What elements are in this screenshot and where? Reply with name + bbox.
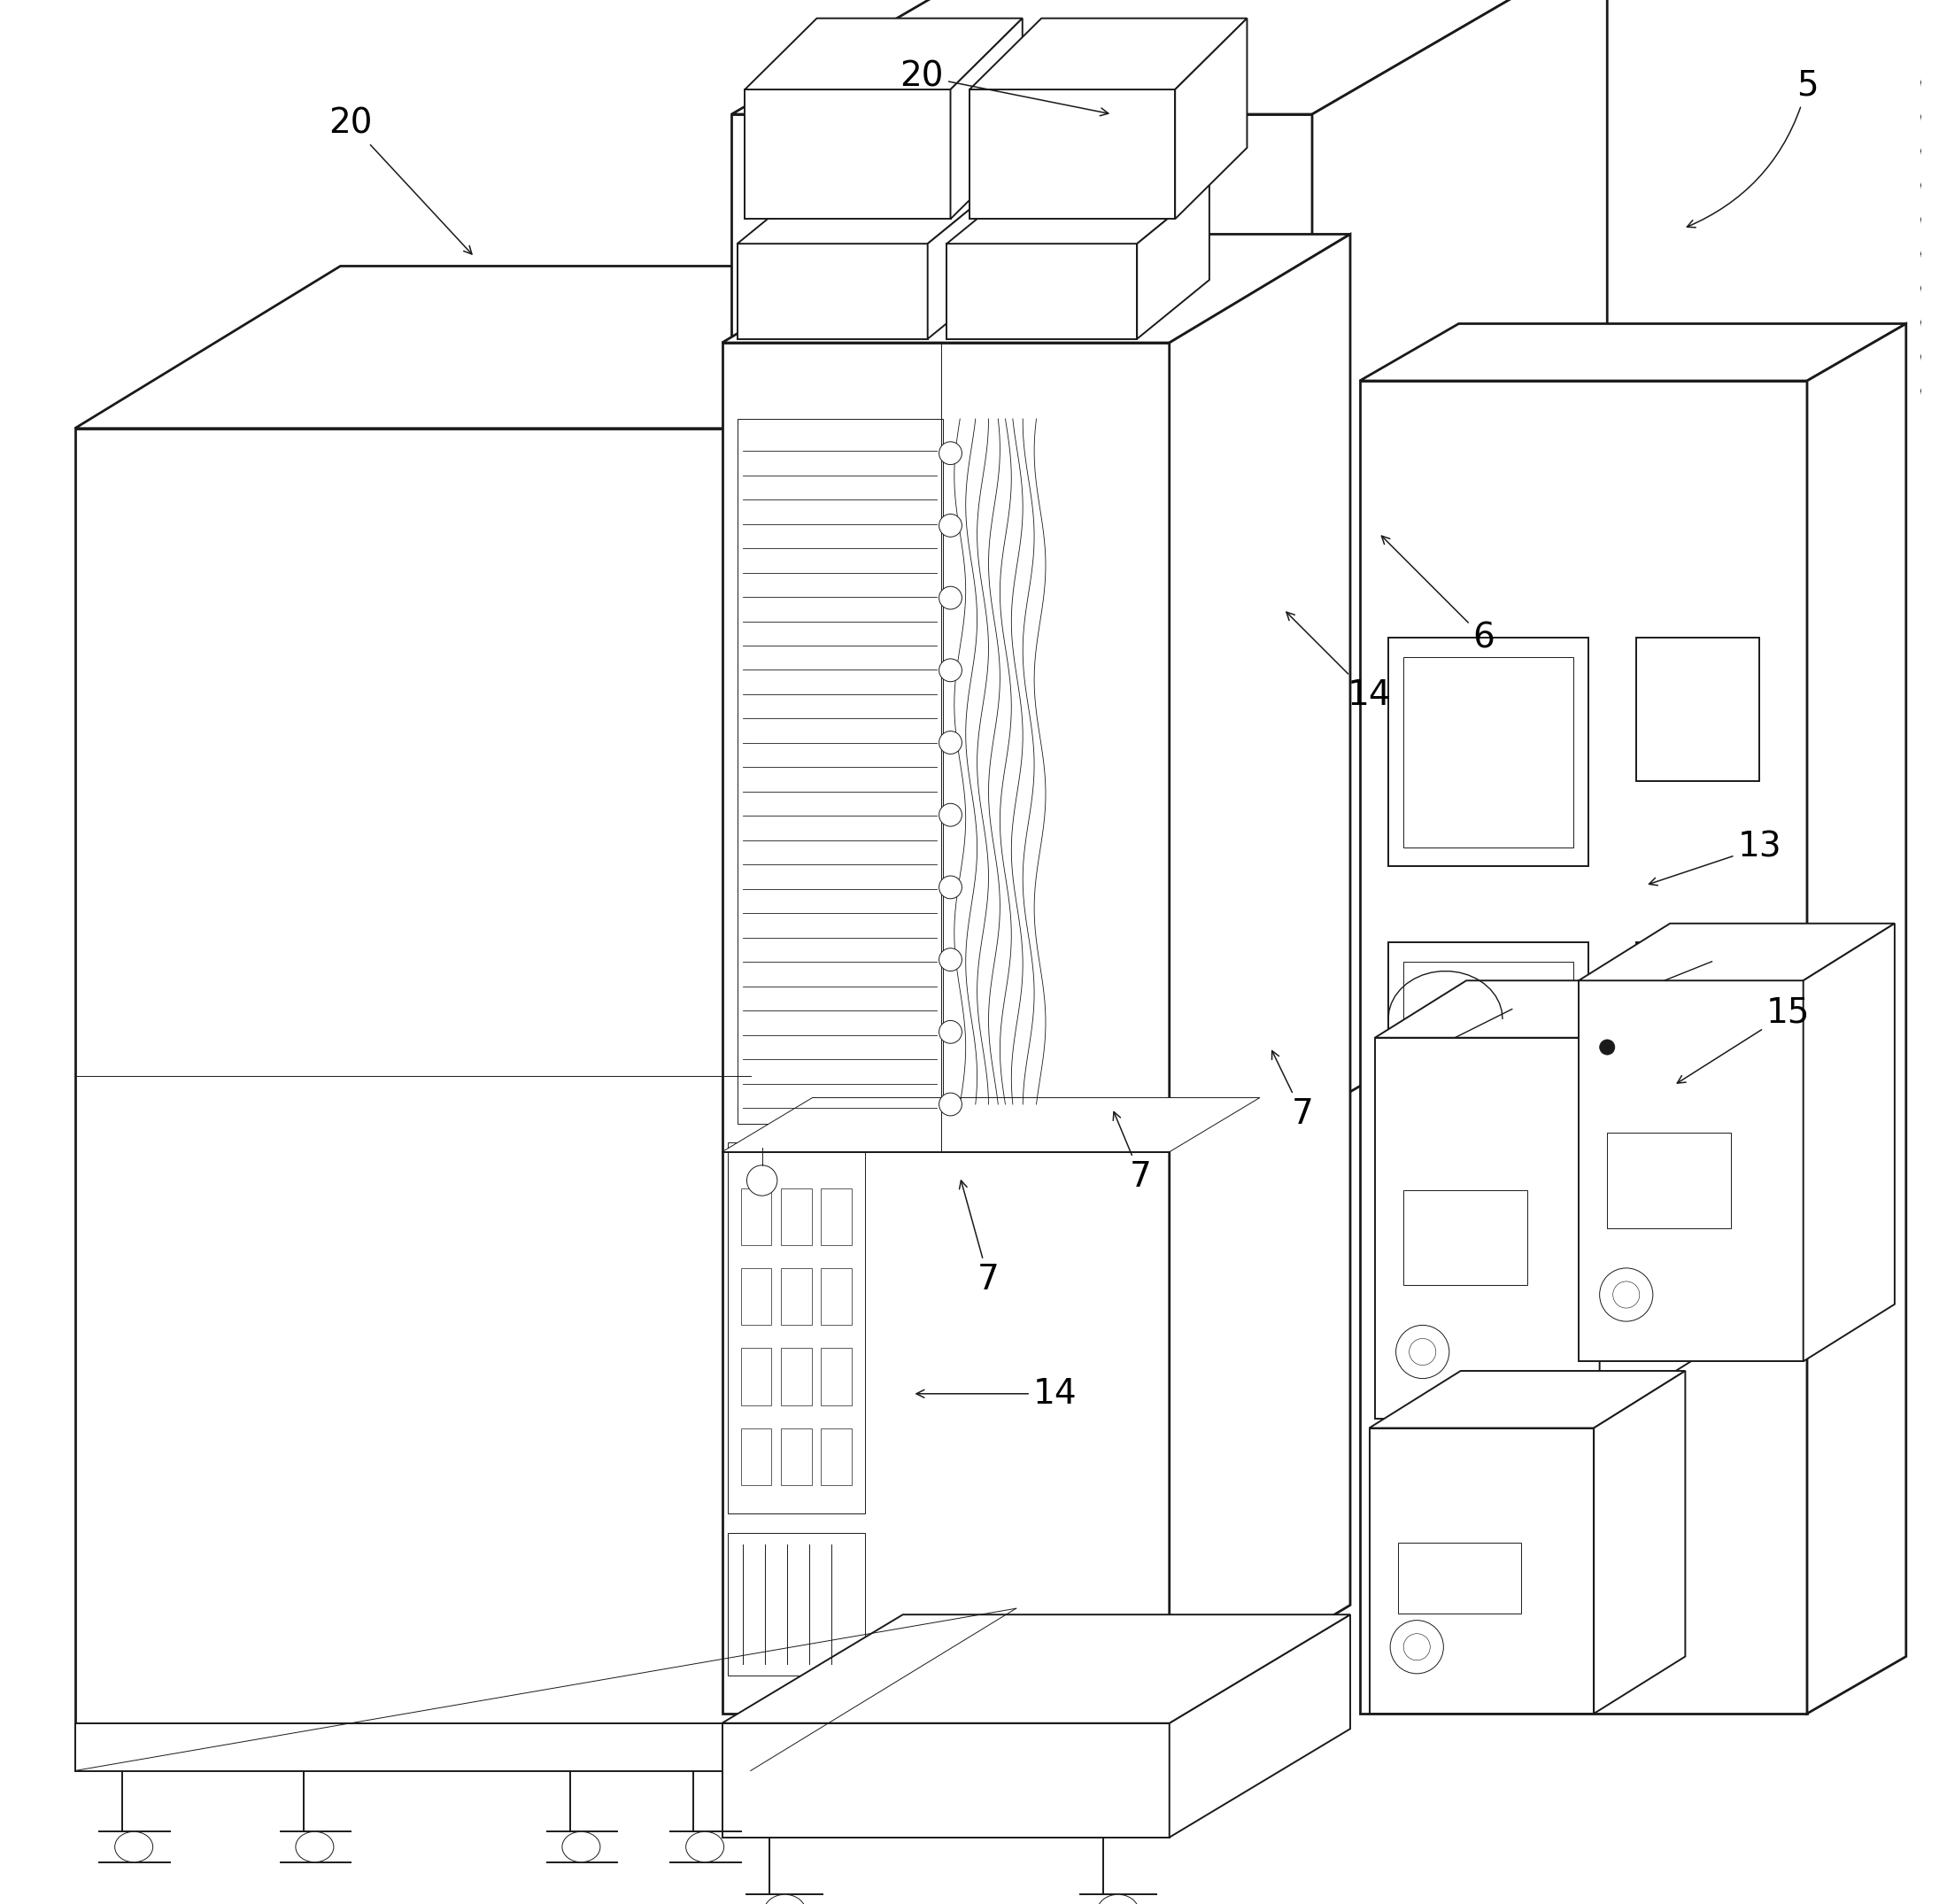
Polygon shape	[1313, 0, 1607, 1114]
Polygon shape	[727, 1142, 865, 1514]
Text: 5: 5	[1687, 69, 1819, 227]
Polygon shape	[731, 0, 1607, 114]
Circle shape	[938, 659, 962, 682]
Polygon shape	[1169, 1615, 1350, 1837]
Text: 13: 13	[1648, 830, 1782, 885]
Ellipse shape	[764, 1894, 807, 1904]
Polygon shape	[950, 19, 1022, 219]
Ellipse shape	[295, 1832, 334, 1862]
Polygon shape	[721, 234, 1350, 343]
Polygon shape	[820, 1188, 851, 1245]
Polygon shape	[1175, 19, 1247, 219]
Circle shape	[1390, 1620, 1443, 1674]
Polygon shape	[721, 1723, 1169, 1837]
Polygon shape	[1807, 324, 1906, 1714]
Polygon shape	[820, 1348, 851, 1405]
Polygon shape	[1607, 1133, 1732, 1228]
Polygon shape	[1359, 324, 1906, 381]
Polygon shape	[1169, 234, 1350, 1714]
Polygon shape	[1388, 638, 1588, 866]
Polygon shape	[741, 1348, 772, 1405]
Text: 7: 7	[1272, 1051, 1313, 1131]
Polygon shape	[970, 19, 1247, 89]
Ellipse shape	[1097, 1894, 1138, 1904]
Polygon shape	[781, 1268, 812, 1325]
Polygon shape	[820, 1268, 851, 1325]
Polygon shape	[76, 1723, 750, 1771]
Polygon shape	[76, 428, 750, 1723]
Ellipse shape	[114, 1832, 153, 1862]
Text: 6: 6	[1383, 535, 1495, 655]
Polygon shape	[927, 185, 1001, 339]
Polygon shape	[1359, 381, 1807, 1714]
Polygon shape	[970, 89, 1175, 219]
Circle shape	[938, 803, 962, 826]
Text: 20: 20	[900, 59, 1109, 116]
Polygon shape	[946, 185, 1210, 244]
Polygon shape	[1578, 981, 1803, 1361]
Polygon shape	[745, 89, 950, 219]
Polygon shape	[946, 244, 1136, 339]
Polygon shape	[1369, 1371, 1685, 1428]
Text: 15: 15	[1677, 996, 1809, 1083]
Polygon shape	[1404, 657, 1573, 847]
Polygon shape	[1375, 981, 1691, 1038]
Text: 7: 7	[1113, 1112, 1152, 1194]
Polygon shape	[1578, 923, 1894, 981]
Circle shape	[938, 586, 962, 609]
Text: 14: 14	[1286, 611, 1390, 712]
Circle shape	[1600, 1268, 1652, 1321]
Polygon shape	[731, 114, 1313, 1114]
Polygon shape	[737, 244, 927, 339]
Circle shape	[1600, 1040, 1615, 1055]
Polygon shape	[741, 1188, 772, 1245]
Circle shape	[938, 1021, 962, 1043]
Polygon shape	[1398, 1542, 1522, 1615]
Ellipse shape	[562, 1832, 601, 1862]
Text: 14: 14	[917, 1377, 1078, 1411]
Polygon shape	[1404, 1190, 1528, 1285]
Text: 20: 20	[330, 107, 471, 253]
Polygon shape	[1600, 981, 1691, 1418]
Polygon shape	[1136, 185, 1210, 339]
Polygon shape	[750, 267, 1016, 1723]
Polygon shape	[1375, 1038, 1600, 1418]
Circle shape	[1396, 1325, 1448, 1378]
Polygon shape	[737, 185, 1001, 244]
Polygon shape	[1594, 1371, 1685, 1714]
Polygon shape	[745, 19, 1022, 89]
Polygon shape	[737, 419, 942, 1123]
Circle shape	[747, 1165, 778, 1196]
Polygon shape	[721, 1615, 1350, 1723]
Circle shape	[938, 1093, 962, 1116]
Ellipse shape	[686, 1832, 723, 1862]
Circle shape	[1613, 1281, 1640, 1308]
Polygon shape	[1637, 942, 1759, 1085]
Circle shape	[938, 731, 962, 754]
Polygon shape	[721, 1097, 1260, 1152]
Circle shape	[938, 948, 962, 971]
Circle shape	[1404, 1634, 1431, 1660]
Polygon shape	[781, 1188, 812, 1245]
Polygon shape	[727, 1533, 865, 1676]
Polygon shape	[1404, 962, 1573, 1152]
Polygon shape	[76, 267, 1016, 428]
Circle shape	[1410, 1339, 1437, 1365]
Text: 7: 7	[960, 1180, 999, 1297]
Circle shape	[938, 514, 962, 537]
Polygon shape	[781, 1348, 812, 1405]
Circle shape	[938, 442, 962, 465]
Polygon shape	[741, 1428, 772, 1485]
Polygon shape	[820, 1428, 851, 1485]
Polygon shape	[741, 1268, 772, 1325]
Polygon shape	[1388, 942, 1588, 1171]
Polygon shape	[1369, 1428, 1594, 1714]
Polygon shape	[781, 1428, 812, 1485]
Polygon shape	[721, 343, 1169, 1714]
Polygon shape	[1637, 638, 1759, 781]
Circle shape	[938, 876, 962, 899]
Polygon shape	[1803, 923, 1894, 1361]
